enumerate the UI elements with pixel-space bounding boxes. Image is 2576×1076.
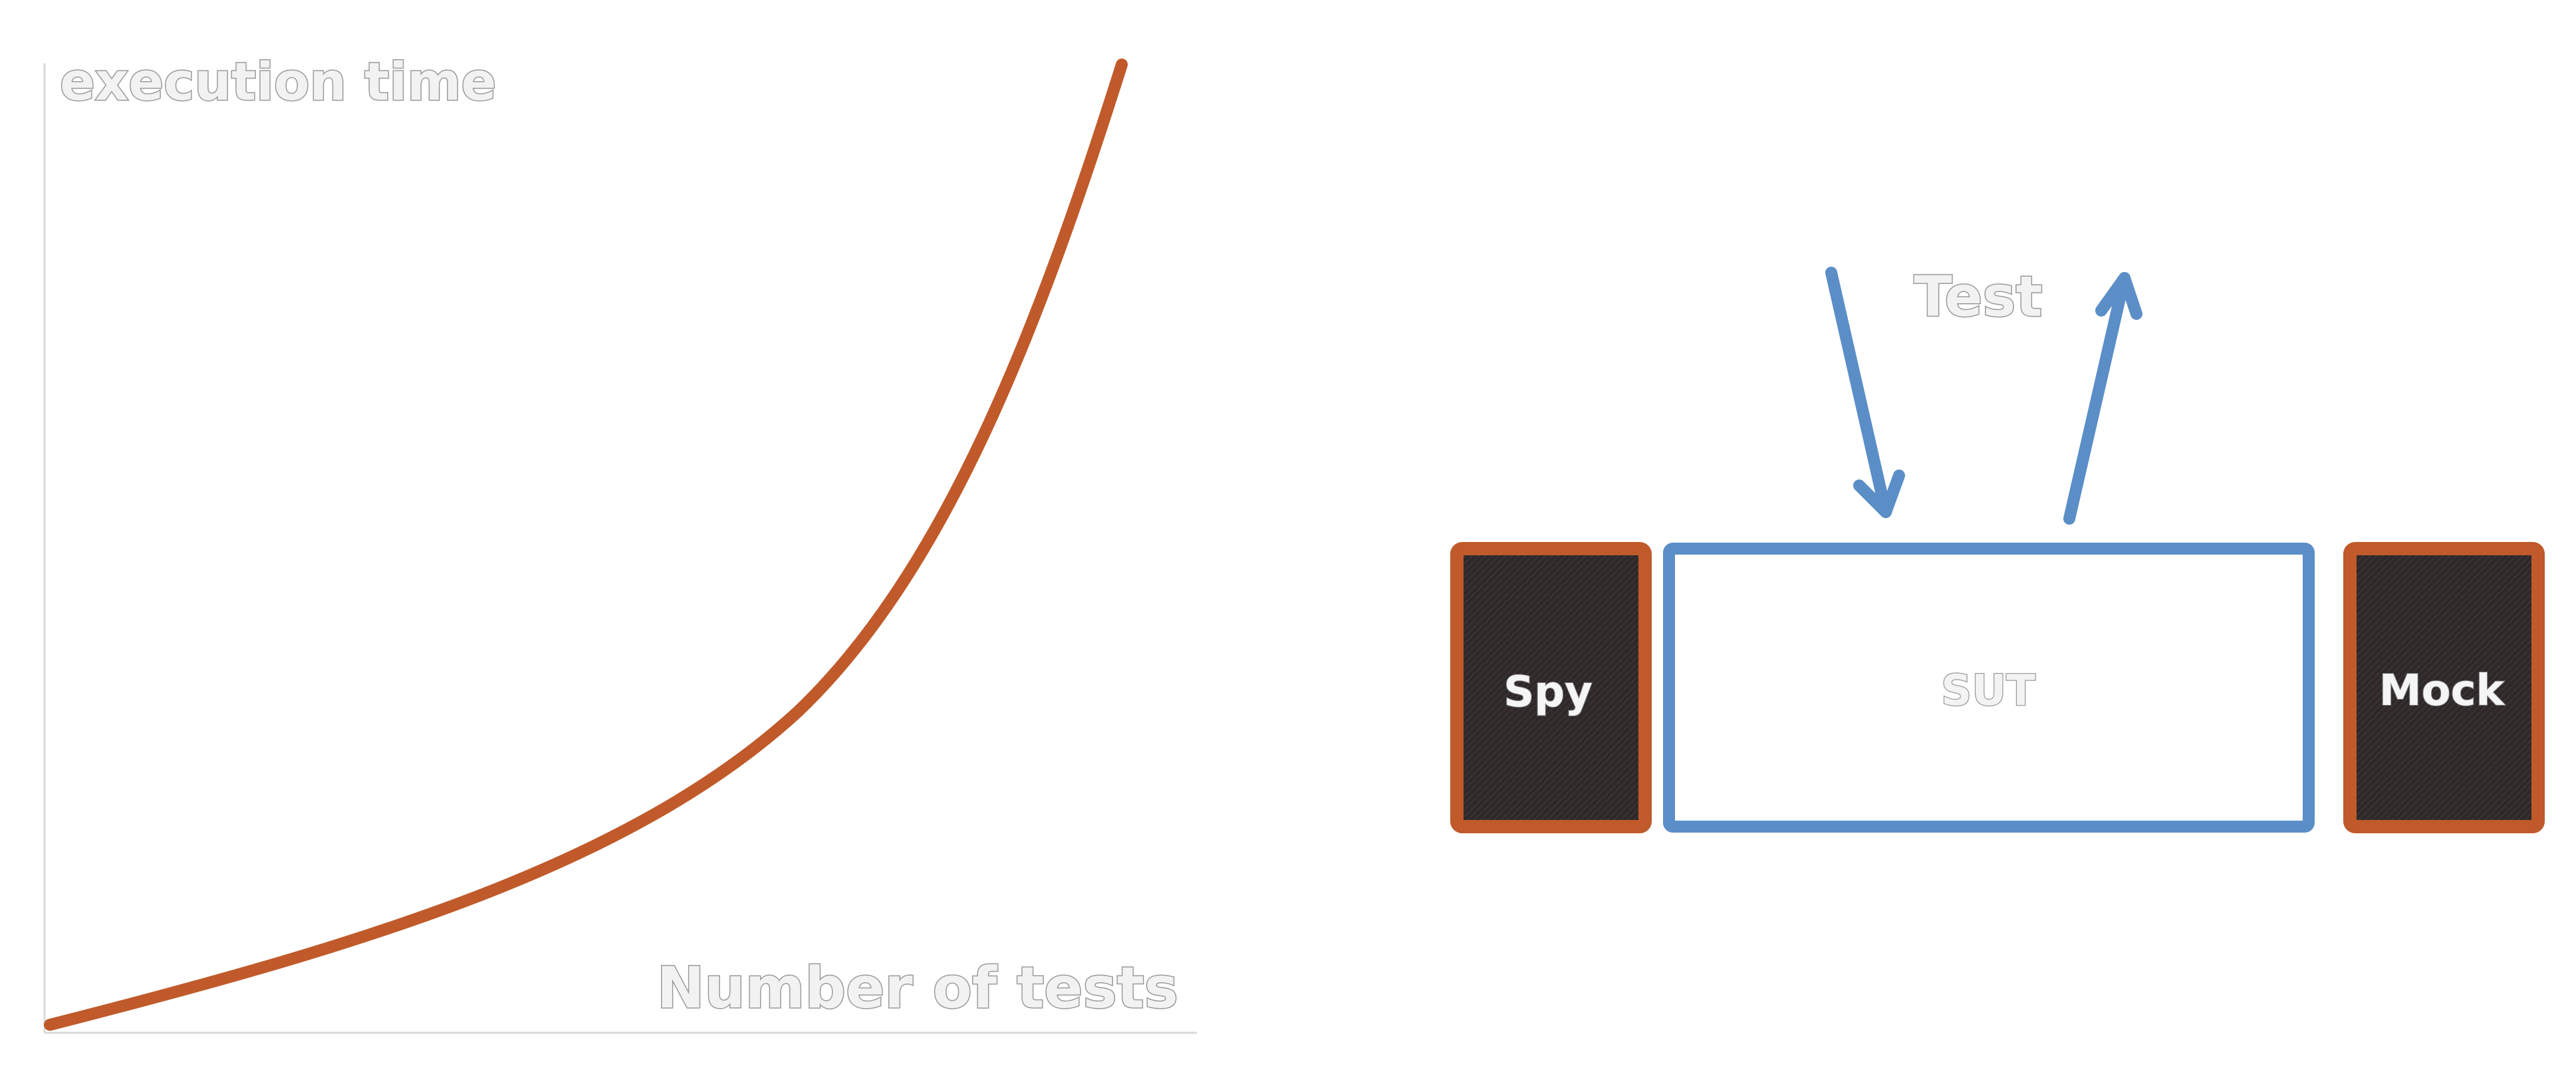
growth-curve (44, 59, 1128, 1031)
spy-box: Spy (1450, 542, 1652, 833)
input-arrow-icon (1825, 267, 1905, 518)
output-arrow-icon (2063, 272, 2142, 525)
sut-box: SUT (1663, 543, 2315, 833)
mock-box: Mock (2343, 542, 2545, 833)
test-label: Test (1914, 264, 2042, 329)
x-axis-label: Number of tests (657, 955, 1178, 1021)
sut-label: SUT (1941, 666, 2035, 716)
y-axis-label: execution time (60, 53, 496, 112)
mock-label: Mock (2379, 666, 2506, 716)
spy-label: Spy (1503, 668, 1593, 717)
